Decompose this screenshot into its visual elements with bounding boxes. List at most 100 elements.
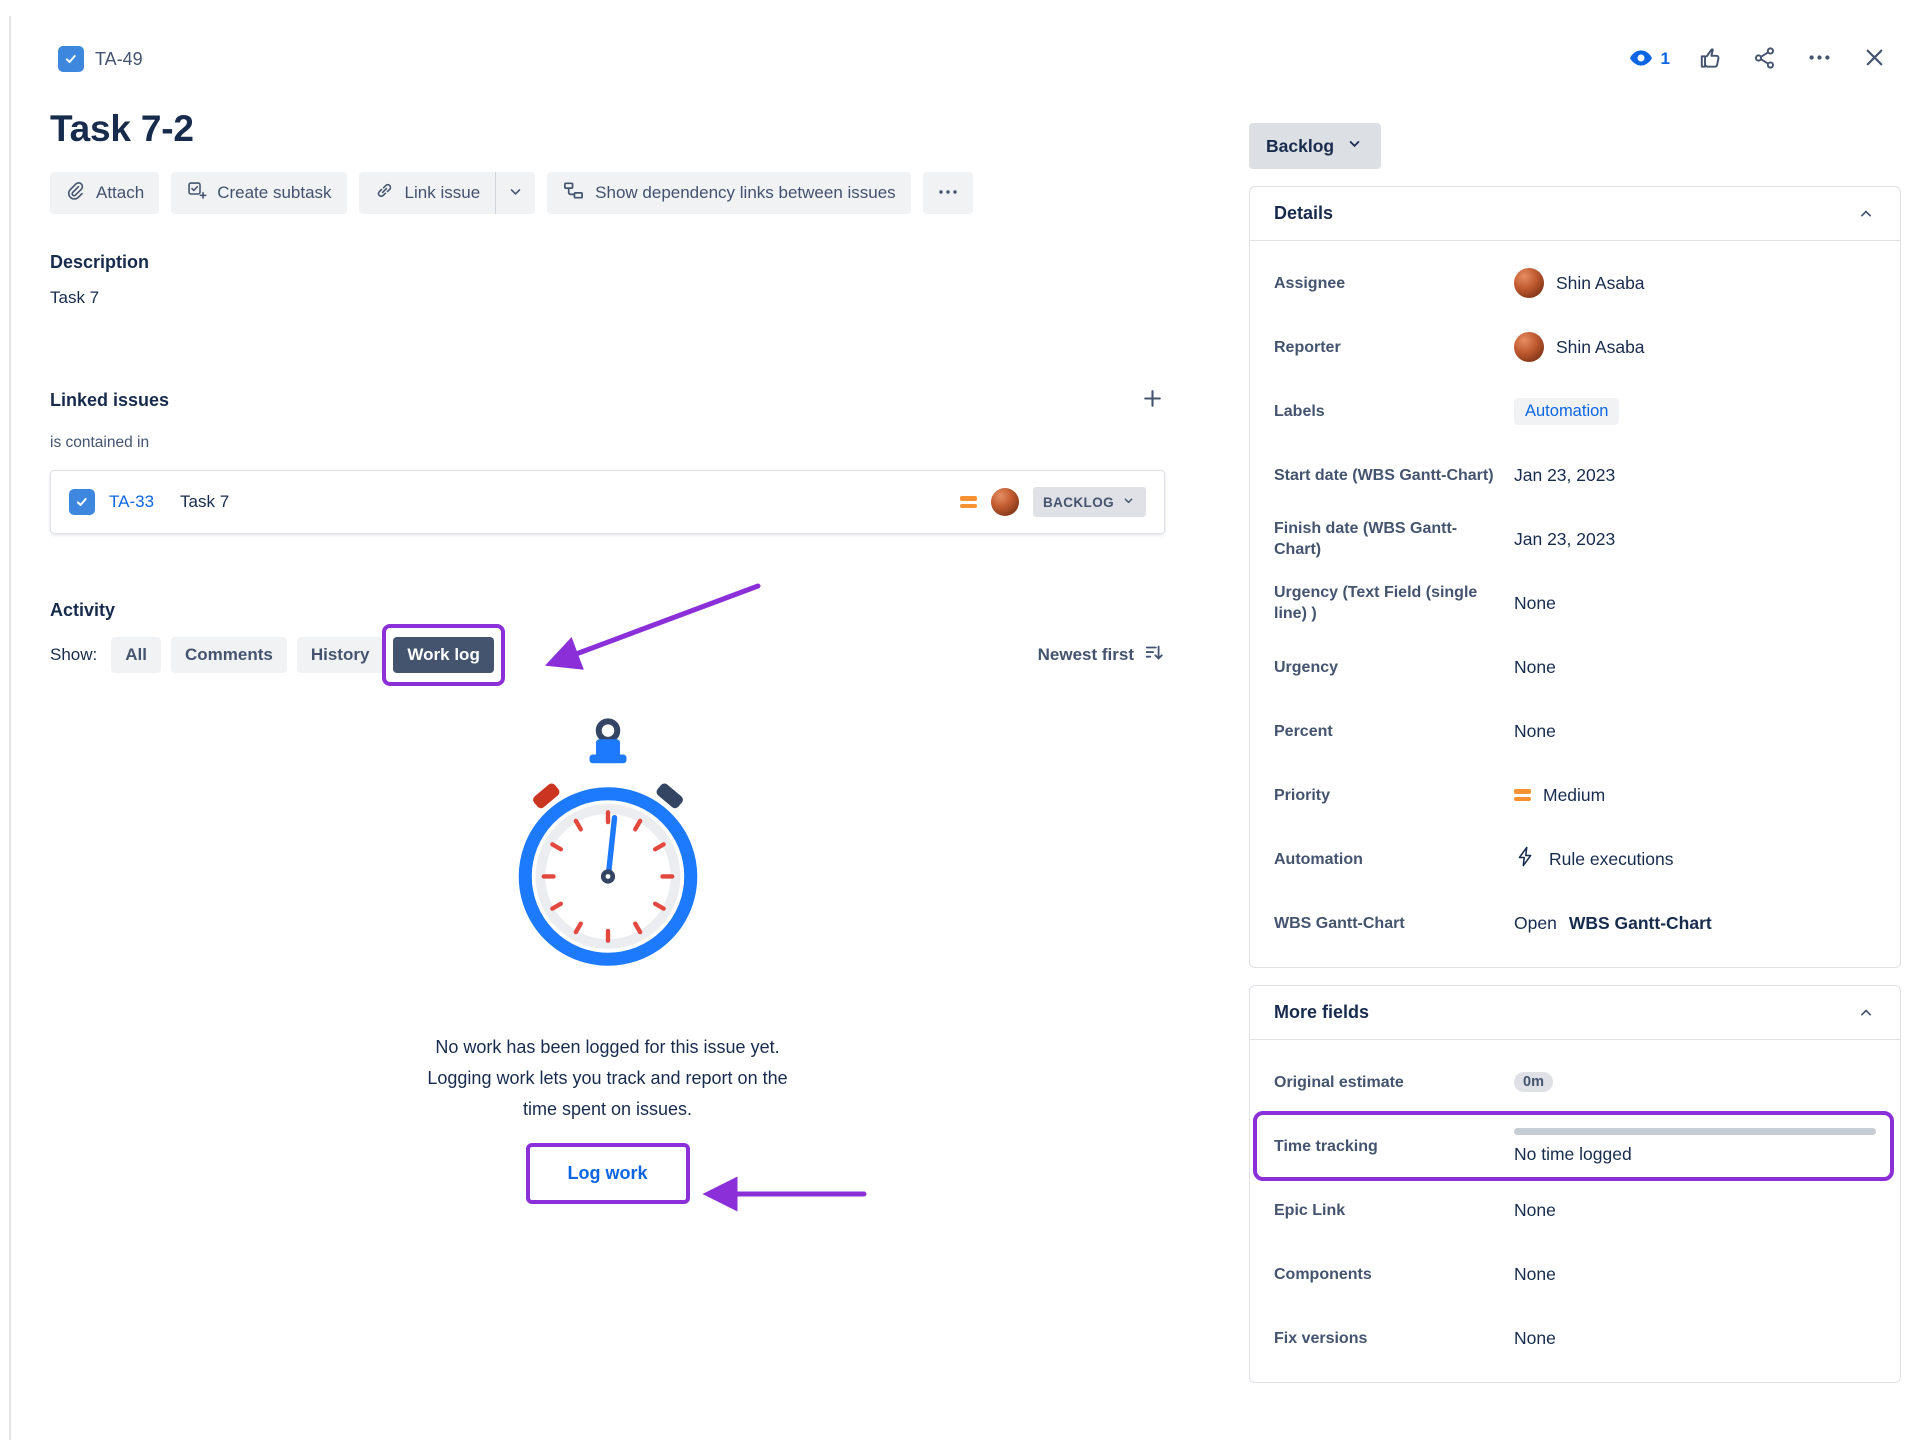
field-row-start-date-wbs-gantt-chart: Start date (WBS Gantt-Chart) Jan 23, 2023 <box>1274 443 1876 507</box>
attach-button[interactable]: Attach <box>50 172 160 214</box>
link-issue-split-button: Link issue <box>358 172 536 214</box>
field-value[interactable]: None <box>1514 656 1556 677</box>
show-dependency-label: Show dependency links between issues <box>595 183 896 202</box>
field-value[interactable]: Rule executions <box>1514 845 1876 873</box>
stopwatch-illustration <box>510 715 706 982</box>
sort-descending-icon <box>1143 642 1165 669</box>
field-value[interactable]: Open WBS Gantt-Chart <box>1514 912 1712 933</box>
field-value[interactable]: Medium <box>1514 785 1876 806</box>
ellipsis-icon <box>936 180 960 207</box>
tab-wrap: All <box>111 637 161 673</box>
like-button[interactable] <box>1698 45 1724 74</box>
description-body[interactable]: Task 7 <box>50 288 100 307</box>
field-row-reporter: Reporter Shin Asaba <box>1274 315 1876 379</box>
tab-wrap: Comments <box>170 637 287 673</box>
subtask-icon <box>186 180 207 206</box>
field-value[interactable]: None <box>1514 720 1556 741</box>
dependency-icon <box>562 179 585 207</box>
activity-tab-history[interactable]: History <box>296 637 384 673</box>
details-panel-header[interactable]: Details <box>1250 187 1900 241</box>
attach-label: Attach <box>96 183 145 202</box>
field-row-urgency: Urgency None <box>1274 635 1876 699</box>
field-value[interactable]: None <box>1514 1327 1556 1348</box>
field-value[interactable]: Shin Asaba <box>1514 332 1876 362</box>
field-label: Reporter <box>1274 338 1341 356</box>
link-issue-button[interactable]: Link issue <box>358 172 496 214</box>
estimate-badge: 0m <box>1514 1072 1553 1092</box>
status-dropdown-button[interactable]: Backlog <box>1249 123 1382 169</box>
field-row-wbs-gantt-chart: WBS Gantt-Chart Open WBS Gantt-Chart <box>1274 891 1876 955</box>
sort-order-button[interactable]: Newest first <box>1038 642 1165 669</box>
activity-tabs: All Comments History Work log <box>111 624 506 686</box>
more-actions-button[interactable] <box>1806 44 1833 74</box>
field-row-automation: Automation Rule executions <box>1274 827 1876 891</box>
field-row-urgency-text-field-single-line: Urgency (Text Field (single line) ) None <box>1274 571 1876 635</box>
more-fields-panel-header[interactable]: More fields <box>1250 986 1900 1040</box>
activity-filter-bar: Show: All Comments History Work log Newest … <box>50 624 1165 686</box>
field-label: Priority <box>1274 786 1331 804</box>
linked-issue-status-dropdown[interactable]: BACKLOG <box>1032 487 1146 517</box>
details-panel: Details Assignee Shin Asaba Reporter Shin A… <box>1249 186 1901 968</box>
field-value[interactable]: 0m <box>1514 1072 1876 1092</box>
linked-issue-card[interactable]: TA-33 Task 7 BACKLOG <box>50 470 1165 534</box>
priority-medium-icon <box>959 496 977 508</box>
add-linked-issue-button[interactable] <box>1140 386 1165 414</box>
linked-issue-key[interactable]: TA-33 <box>109 492 155 511</box>
field-label: Original estimate <box>1274 1073 1404 1091</box>
chevron-up-icon[interactable] <box>1856 1003 1876 1023</box>
watch-button[interactable]: 1 <box>1628 45 1670 74</box>
window-left-border <box>9 16 11 1440</box>
activity-tab-all[interactable]: All <box>111 637 161 673</box>
field-value[interactable]: None <box>1514 592 1556 613</box>
field-value[interactable]: Jan 23, 2023 <box>1514 464 1616 485</box>
field-label: Labels <box>1274 402 1325 420</box>
share-button[interactable] <box>1752 45 1778 74</box>
field-label: Epic Link <box>1274 1201 1346 1219</box>
issue-toolbar: Attach Create subtask Link issue <box>50 172 1165 214</box>
user-avatar <box>1514 268 1544 298</box>
field-row-priority: Priority Medium <box>1274 763 1876 827</box>
field-label: Components <box>1274 1265 1372 1283</box>
chevron-down-icon <box>506 182 525 204</box>
field-value[interactable]: Shin Asaba <box>1514 268 1876 298</box>
show-dependency-button[interactable]: Show dependency links between issues <box>547 172 911 214</box>
wbs-gantt-chart-link[interactable]: WBS Gantt-Chart <box>1568 912 1712 933</box>
watch-count: 1 <box>1660 49 1670 68</box>
share-icon <box>1752 45 1778 74</box>
field-value[interactable]: Jan 23, 2023 <box>1514 528 1616 549</box>
watch-icon <box>1628 45 1654 74</box>
worklog-empty-state: No work has been logged for this issue y… <box>50 715 1165 1204</box>
field-row-labels: Labels Automation <box>1274 379 1876 443</box>
field-row-assignee: Assignee Shin Asaba <box>1274 251 1876 315</box>
sort-label: Newest first <box>1037 645 1134 664</box>
issue-key-link[interactable]: TA-49 <box>95 48 143 69</box>
field-value[interactable]: None <box>1514 1199 1556 1220</box>
field-label: Fix versions <box>1274 1329 1368 1347</box>
linked-issue-summary[interactable]: Task 7 <box>180 492 230 511</box>
tab-wrap: History <box>296 637 384 673</box>
field-label: Urgency <box>1274 658 1339 676</box>
more-fields: Original estimate 0m Time tracking No time … <box>1250 1040 1900 1382</box>
more-fields-heading: More fields <box>1274 1002 1370 1022</box>
toolbar-more-button[interactable] <box>922 172 973 214</box>
activity-tab-comments[interactable]: Comments <box>170 637 287 673</box>
link-issue-dropdown-button[interactable] <box>495 172 536 214</box>
priority-medium-icon <box>1514 789 1531 801</box>
linked-issues-heading: Linked issues <box>50 389 170 410</box>
label-chip[interactable]: Automation <box>1514 397 1620 425</box>
more-icon <box>1806 44 1833 74</box>
create-subtask-button[interactable]: Create subtask <box>171 172 347 214</box>
field-row-original-estimate: Original estimate 0m <box>1274 1050 1876 1114</box>
close-button[interactable] <box>1861 44 1888 74</box>
more-fields-panel: More fields Original estimate 0m Time trac… <box>1249 985 1901 1383</box>
field-value[interactable]: No time logged <box>1514 1127 1876 1165</box>
chevron-up-icon[interactable] <box>1856 204 1876 224</box>
field-label: Time tracking <box>1274 1137 1378 1155</box>
create-subtask-label: Create subtask <box>217 183 332 202</box>
field-value[interactable]: None <box>1514 1263 1556 1284</box>
log-work-button[interactable]: Log work <box>552 1155 664 1192</box>
field-value[interactable]: Automation <box>1514 397 1876 425</box>
chevron-down-icon <box>1121 493 1136 511</box>
link-issue-label: Link issue <box>404 183 481 202</box>
activity-tab-work-log[interactable]: Work log <box>393 637 494 673</box>
